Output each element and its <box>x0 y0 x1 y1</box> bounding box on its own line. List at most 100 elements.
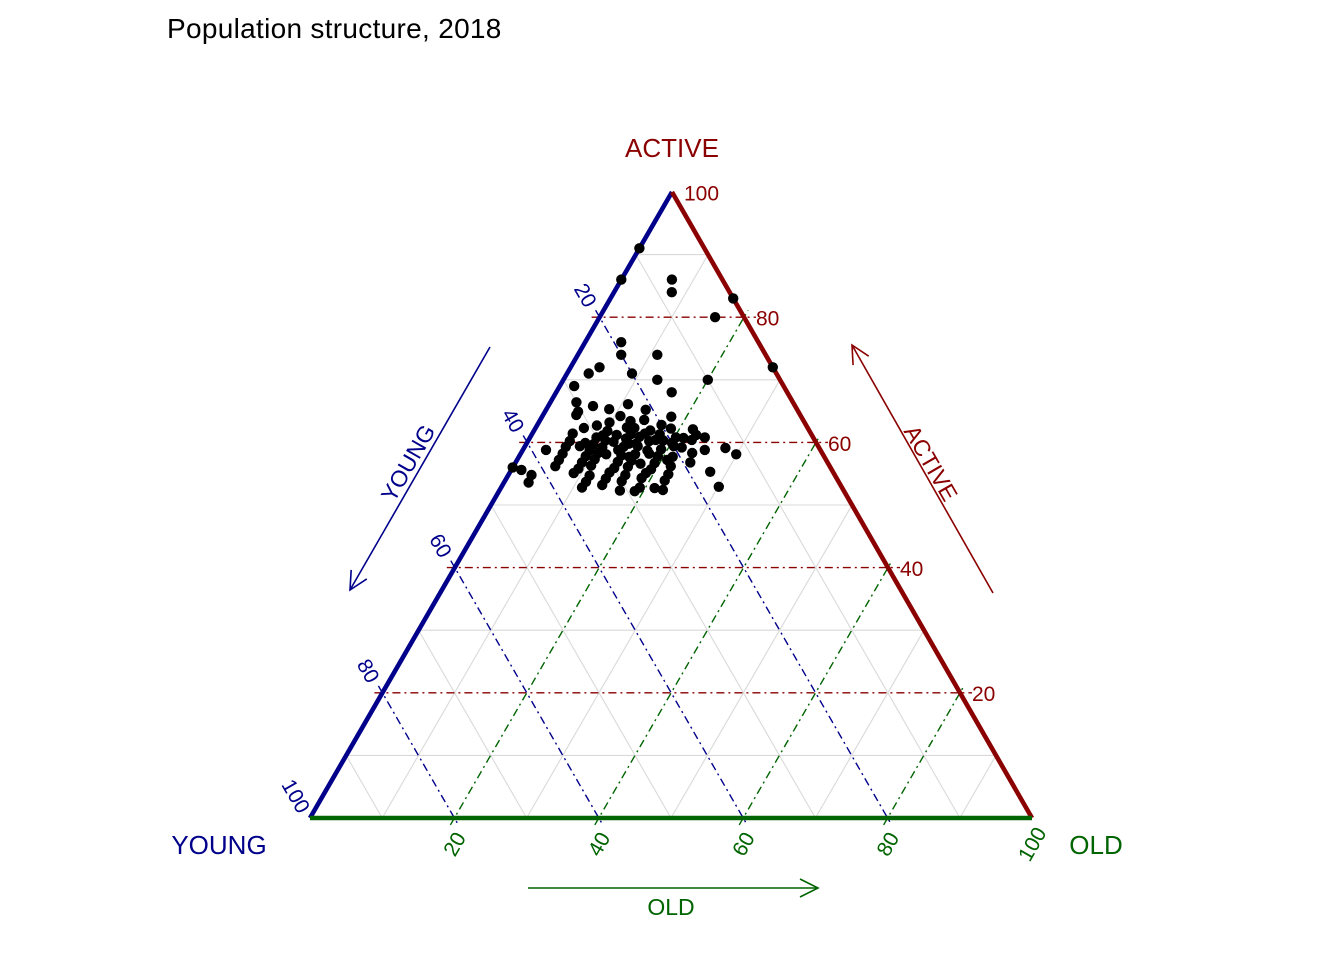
grid-minor <box>345 254 997 819</box>
tick-label-young: 20 <box>569 280 601 312</box>
data-point <box>705 466 716 477</box>
data-point <box>604 417 615 428</box>
data-point <box>656 419 667 431</box>
data-point <box>767 362 778 373</box>
gridline-young-major <box>377 685 459 826</box>
data-point <box>685 457 696 468</box>
data-point <box>666 287 677 298</box>
data-point <box>709 312 721 323</box>
data-point <box>618 441 629 452</box>
tick-label-old: 100 <box>1014 823 1051 865</box>
old-axis-arrow-head <box>799 878 820 898</box>
gridline-old-major <box>882 685 965 826</box>
tick-label-active: 40 <box>900 558 923 581</box>
data-point <box>616 274 627 285</box>
data-point <box>601 449 612 460</box>
data-point <box>666 411 677 422</box>
data-points <box>507 243 778 497</box>
data-point <box>604 404 615 415</box>
data-point <box>616 476 627 487</box>
data-point <box>686 434 697 446</box>
data-point <box>699 432 710 443</box>
data-point <box>523 477 534 488</box>
data-point <box>622 461 634 472</box>
arrow-label-young: YOUNG <box>376 420 441 506</box>
data-point <box>597 479 608 491</box>
tick-label-young: 60 <box>424 530 456 562</box>
data-point <box>614 485 626 496</box>
data-point <box>657 484 669 496</box>
data-point <box>571 397 582 408</box>
data-point <box>616 337 627 348</box>
vertex-label-young: YOUNG <box>171 830 266 860</box>
data-point <box>720 442 731 454</box>
data-point <box>571 409 582 421</box>
gridline-young-minor <box>418 629 528 819</box>
gridline-young-major <box>522 435 748 826</box>
data-point <box>594 362 605 373</box>
young-axis-arrow <box>349 346 491 591</box>
data-point <box>507 462 518 473</box>
tick-label-active: 80 <box>756 308 779 331</box>
data-point <box>658 435 669 446</box>
data-point <box>576 482 588 493</box>
data-point <box>640 404 651 415</box>
gridline-old-minor <box>814 629 925 819</box>
data-point <box>631 438 642 449</box>
data-point <box>666 387 677 398</box>
gridline-old-major <box>738 560 893 826</box>
data-point <box>652 349 663 360</box>
data-point <box>625 429 636 440</box>
data-point <box>516 464 527 476</box>
data-point <box>687 447 698 459</box>
gridline-young-major <box>450 560 604 826</box>
data-point <box>615 410 626 422</box>
gridline-young-minor <box>490 504 672 819</box>
data-point <box>699 444 710 456</box>
data-point <box>569 380 580 392</box>
vertex-label-active: ACTIVE <box>625 133 719 163</box>
data-point <box>713 481 724 492</box>
tick-label-active: 60 <box>828 433 851 456</box>
data-point <box>659 475 670 486</box>
arrow-label-old: OLD <box>647 894 694 920</box>
data-point <box>668 441 679 452</box>
axis-arrows <box>349 343 994 898</box>
data-point <box>540 444 552 456</box>
active-axis-arrow-head <box>851 343 870 366</box>
gridline-old-major <box>594 435 821 826</box>
edge-young-left <box>308 190 674 820</box>
data-point <box>578 422 590 434</box>
data-point <box>626 368 638 379</box>
tick-label-old: 60 <box>728 829 760 861</box>
data-point <box>583 368 594 379</box>
gridline-young-minor <box>635 254 961 819</box>
data-point <box>665 461 676 472</box>
data-point <box>649 482 660 494</box>
tick-label-old: 40 <box>584 829 616 861</box>
data-point <box>585 460 597 471</box>
gridline-old-minor <box>959 755 997 819</box>
data-point <box>591 420 603 431</box>
grid-major <box>374 309 972 826</box>
data-point <box>728 293 739 304</box>
data-point <box>636 472 647 484</box>
gridline-young-minor <box>345 755 383 819</box>
active-axis-arrow <box>851 344 994 594</box>
data-point <box>644 448 655 459</box>
data-point <box>652 374 663 385</box>
data-point <box>629 486 640 497</box>
data-point <box>665 423 677 434</box>
data-point <box>678 432 689 444</box>
young-axis-arrow-head <box>349 569 368 592</box>
data-point <box>568 467 579 479</box>
data-point <box>635 458 646 469</box>
chart-title: Population structure, 2018 <box>167 13 502 44</box>
data-point <box>550 461 561 472</box>
gridline-old-minor <box>381 254 709 819</box>
tick-labels: 20 40 60 80 100 20 40 60 80 100 100 80 60 40 20 <box>277 182 1052 865</box>
data-point <box>666 274 678 285</box>
data-point <box>731 449 742 460</box>
